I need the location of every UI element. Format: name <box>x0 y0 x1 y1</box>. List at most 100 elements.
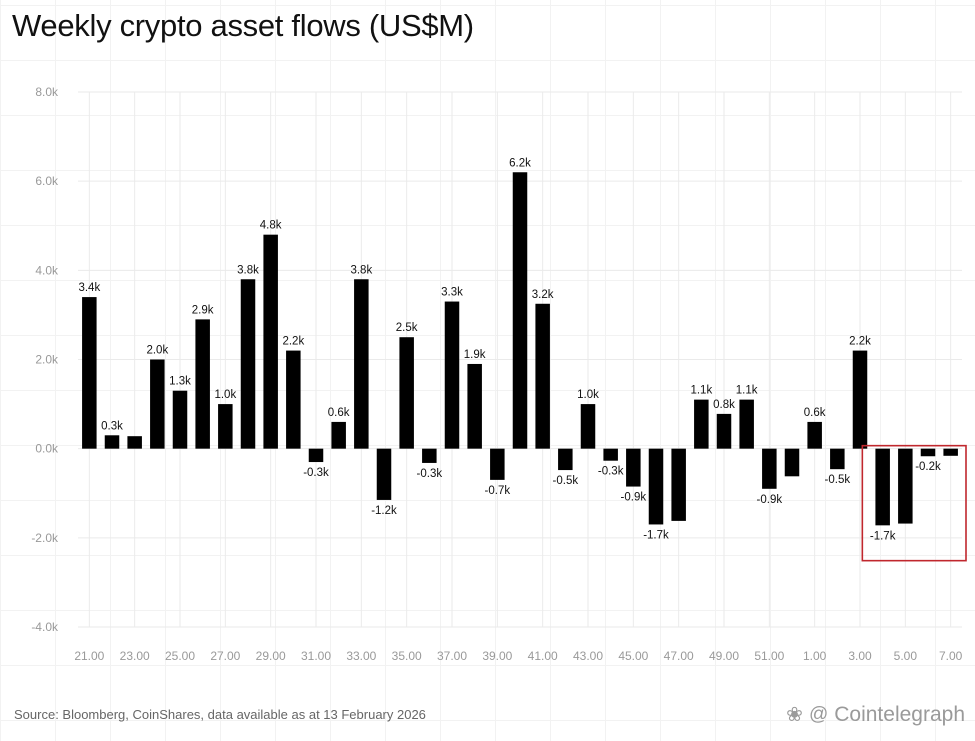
watermark-at: @ <box>808 703 829 725</box>
data-label: 3.2k <box>532 289 554 301</box>
y-tick-label: 8.0k <box>35 85 59 99</box>
data-label: -1.2k <box>371 505 397 517</box>
x-tick-label: 7.00 <box>939 649 963 663</box>
bar <box>626 448 641 487</box>
bar <box>648 448 664 525</box>
bar <box>716 413 732 449</box>
data-label: 4.8k <box>260 220 282 232</box>
x-tick-label: 25.00 <box>165 649 195 663</box>
bar <box>490 448 505 480</box>
data-label: -0.2k <box>915 461 941 473</box>
data-label: 0.6k <box>804 407 826 419</box>
data-label: 3.8k <box>237 264 259 276</box>
data-label: 2.2k <box>282 336 304 348</box>
bar <box>263 234 278 449</box>
bar <box>444 301 460 449</box>
data-label: 3.8k <box>350 264 372 276</box>
bar <box>784 448 800 477</box>
bar <box>694 399 709 449</box>
x-tick-label: 47.00 <box>664 649 694 663</box>
data-label: 2.9k <box>192 304 214 316</box>
x-tick-label: 1.00 <box>803 649 827 663</box>
data-label: 3.3k <box>441 287 463 299</box>
bar <box>762 448 777 489</box>
x-tick-label: 23.00 <box>120 649 150 663</box>
data-label: 1.1k <box>690 385 712 397</box>
data-label: -1.7k <box>643 529 669 541</box>
bar <box>399 337 414 449</box>
y-tick-label: 2.0k <box>35 353 59 367</box>
x-tick-label: 3.00 <box>848 649 872 663</box>
bar <box>150 359 165 449</box>
data-label: -0.9k <box>621 492 647 504</box>
bar <box>943 448 958 456</box>
bar <box>286 350 301 449</box>
data-label: 2.5k <box>396 322 418 334</box>
x-tick-label: 5.00 <box>894 649 918 663</box>
bar <box>512 172 528 449</box>
bar <box>422 448 437 463</box>
data-label: -0.7k <box>485 485 511 497</box>
watermark-text: Cointelegraph <box>834 702 965 726</box>
bar <box>580 404 596 449</box>
bar <box>172 390 188 449</box>
bar <box>104 435 120 449</box>
data-label: 6.2k <box>509 157 531 169</box>
bar <box>331 421 346 449</box>
bar <box>830 448 845 470</box>
bar <box>558 448 573 471</box>
x-tick-label: 27.00 <box>210 649 240 663</box>
bar <box>240 279 256 449</box>
x-tick-label: 35.00 <box>392 649 422 663</box>
y-tick-label: 4.0k <box>35 263 59 277</box>
bar <box>671 448 686 521</box>
x-tick-label: 39.00 <box>482 649 512 663</box>
y-tick-label: 0.0k <box>35 442 59 456</box>
bar <box>852 350 868 449</box>
x-tick-label: 41.00 <box>528 649 558 663</box>
bar <box>218 404 233 449</box>
bar <box>127 436 142 449</box>
x-tick-label: 45.00 <box>618 649 648 663</box>
bar <box>354 279 369 449</box>
bar <box>920 448 936 457</box>
bar <box>535 303 550 449</box>
data-label: -0.3k <box>303 467 329 479</box>
bar <box>739 399 754 449</box>
bar <box>376 448 392 500</box>
x-tick-label: 29.00 <box>256 649 286 663</box>
watermark: ❀ @ Cointelegraph <box>786 702 965 727</box>
y-tick-label: 6.0k <box>35 174 59 188</box>
data-label: 3.4k <box>78 282 100 294</box>
x-tick-label: 51.00 <box>754 649 784 663</box>
data-label: 1.3k <box>169 376 191 388</box>
bar <box>308 448 324 463</box>
data-label: 0.3k <box>101 420 123 432</box>
data-label: 1.1k <box>736 385 758 397</box>
bar <box>875 448 890 526</box>
data-label: 1.0k <box>214 389 236 401</box>
y-tick-label: -2.0k <box>31 531 59 545</box>
bar <box>82 297 97 449</box>
x-tick-label: 43.00 <box>573 649 603 663</box>
source-note: Source: Bloomberg, CoinShares, data avai… <box>14 707 426 722</box>
x-tick-label: 21.00 <box>74 649 104 663</box>
x-tick-label: 49.00 <box>709 649 739 663</box>
bar <box>807 421 822 449</box>
data-label: 0.6k <box>328 407 350 419</box>
x-tick-label: 33.00 <box>346 649 376 663</box>
data-label: 2.2k <box>849 336 871 348</box>
data-label: 0.8k <box>713 399 735 411</box>
bar <box>603 448 618 461</box>
data-label: -0.5k <box>553 475 579 487</box>
y-tick-label: -4.0k <box>31 620 59 634</box>
bar <box>898 448 913 524</box>
x-tick-label: 37.00 <box>437 649 467 663</box>
data-label: -0.3k <box>598 466 624 478</box>
x-tick-label: 31.00 <box>301 649 331 663</box>
bar <box>195 319 210 449</box>
data-label: 1.0k <box>577 389 599 401</box>
data-label: 1.9k <box>464 349 486 361</box>
chart-title: Weekly crypto asset flows (US$M) <box>12 8 474 43</box>
